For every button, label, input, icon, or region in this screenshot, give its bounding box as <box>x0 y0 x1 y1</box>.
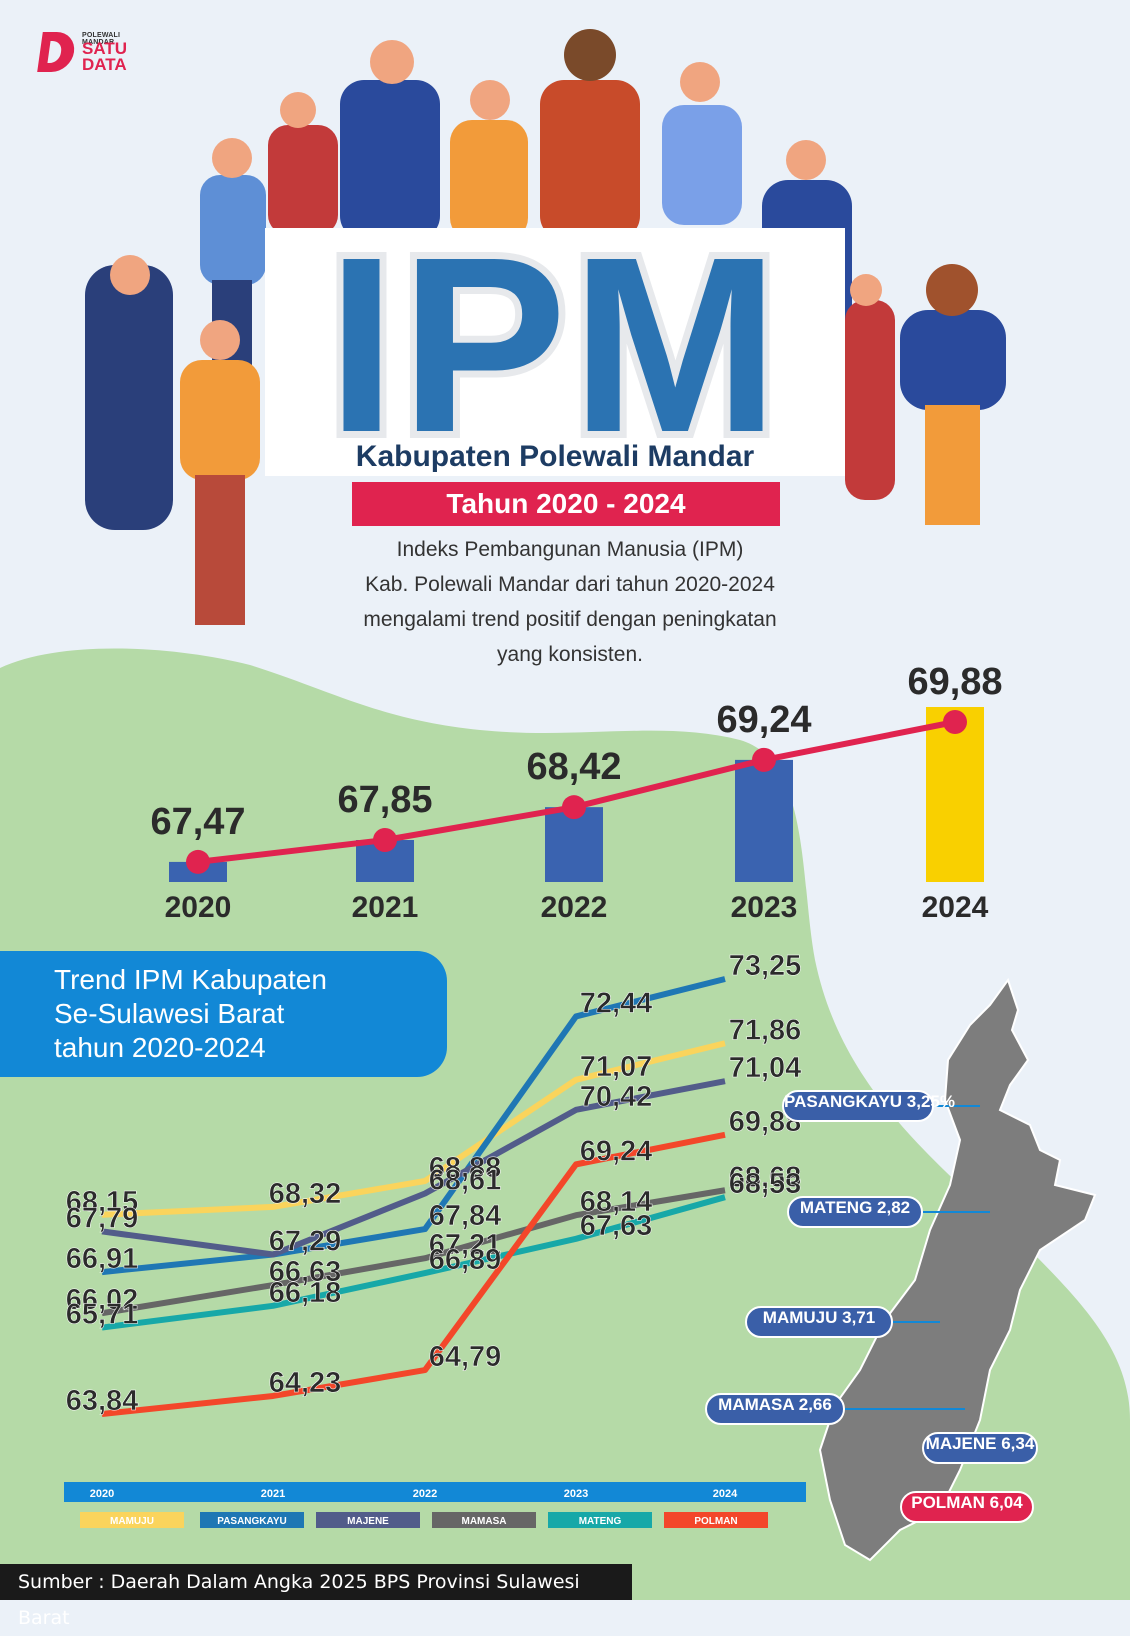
description-line: yang konsisten. <box>497 643 643 666</box>
source-note: Sumber : Daerah Dalam Angka 2025 BPS Pro… <box>0 1564 632 1629</box>
trend-title-line: Se-Sulawesi Barat <box>54 998 285 1029</box>
logo-small-text: POLEWALI MANDAR <box>82 32 121 46</box>
description-line: Kab. Polewali Mandar dari tahun 2020-202… <box>365 573 775 596</box>
map-label-pill: MAJENE 6,34 <box>922 1432 1038 1464</box>
trend-title-line: Trend IPM Kabupaten <box>54 964 327 995</box>
map-label-pill: MAMASA 2,66 <box>705 1393 845 1425</box>
title-panel <box>265 228 845 476</box>
map-label-pill: MAMUJU 3,71 <box>745 1306 893 1338</box>
logo-mark-icon <box>37 32 77 72</box>
page-subtitle: Kabupaten Polewali Mandar <box>355 440 755 473</box>
years-banner: Tahun 2020 - 2024 <box>352 482 780 526</box>
page-title: IPM <box>320 198 786 491</box>
map-label-pill: PASANGKAYU 3,25% <box>782 1090 955 1122</box>
description-line: Indeks Pembangunan Manusia (IPM) <box>396 538 744 561</box>
satu-data-logo: POLEWALI MANDAR SATU DATA <box>37 32 150 76</box>
description: Indeks Pembangunan Manusia (IPM) Kab. Po… <box>300 532 840 672</box>
map-label-pill: POLMAN 6,04 <box>900 1491 1034 1523</box>
trend-chart-title: Trend IPM Kabupaten Se-Sulawesi Barat ta… <box>54 963 434 1065</box>
description-line: mengalami trend positif dengan peningkat… <box>363 608 777 631</box>
trend-title-line: tahun 2020-2024 <box>54 1032 266 1063</box>
logo-line1: SATU <box>82 39 128 58</box>
sulbar-map <box>818 977 1097 1562</box>
trend-title-panel <box>0 951 447 1077</box>
logo-line2: DATA <box>82 55 127 74</box>
map-label-pill: MATENG 2,82 <box>787 1196 923 1228</box>
